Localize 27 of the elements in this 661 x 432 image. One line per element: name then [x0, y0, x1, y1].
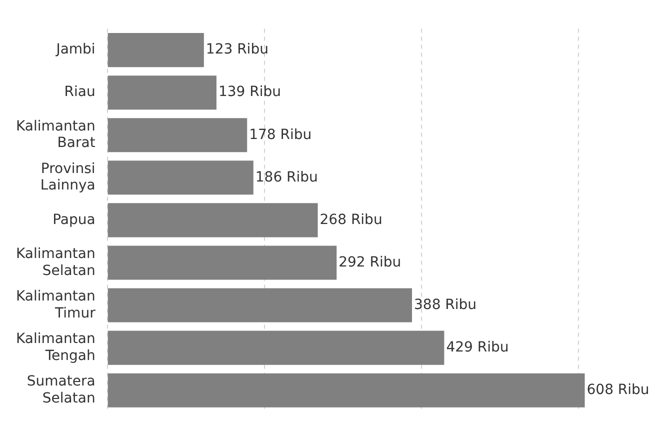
y-tick-label: Kalimantan Timur [16, 288, 96, 322]
bar [108, 33, 204, 68]
bar [108, 160, 254, 195]
bar [108, 118, 248, 152]
data-label: 268 Ribu [320, 212, 382, 228]
data-label: 123 Ribu [206, 42, 268, 58]
y-tick-label: Provinsi Lainnya [40, 160, 96, 194]
y-tick-label: Kalimantan Tengah [16, 331, 96, 364]
y-tick-label: Kalimantan Selatan [16, 246, 96, 279]
data-label: 292 Ribu [338, 254, 402, 270]
data-label: 186 Ribu [255, 169, 318, 186]
bar [108, 76, 216, 110]
bar [108, 246, 337, 280]
data-label: 429 Ribu [446, 339, 509, 356]
y-tick-label: Kalimantan Barat [16, 118, 96, 152]
bar [108, 330, 444, 365]
y-tick-label: Riau [64, 84, 96, 100]
bar [108, 203, 318, 238]
data-label: 608 Ribu [586, 382, 650, 398]
data-label: 388 Ribu [414, 296, 477, 313]
data-label: 139 Ribu [218, 84, 282, 100]
bar [108, 373, 585, 408]
y-tick-label: Papua [52, 212, 96, 228]
bar [108, 288, 412, 322]
y-tick-label: Sumatera Selatan [26, 374, 96, 406]
data-label: 178 Ribu [249, 126, 312, 143]
y-tick-label: Jambi [55, 42, 96, 58]
